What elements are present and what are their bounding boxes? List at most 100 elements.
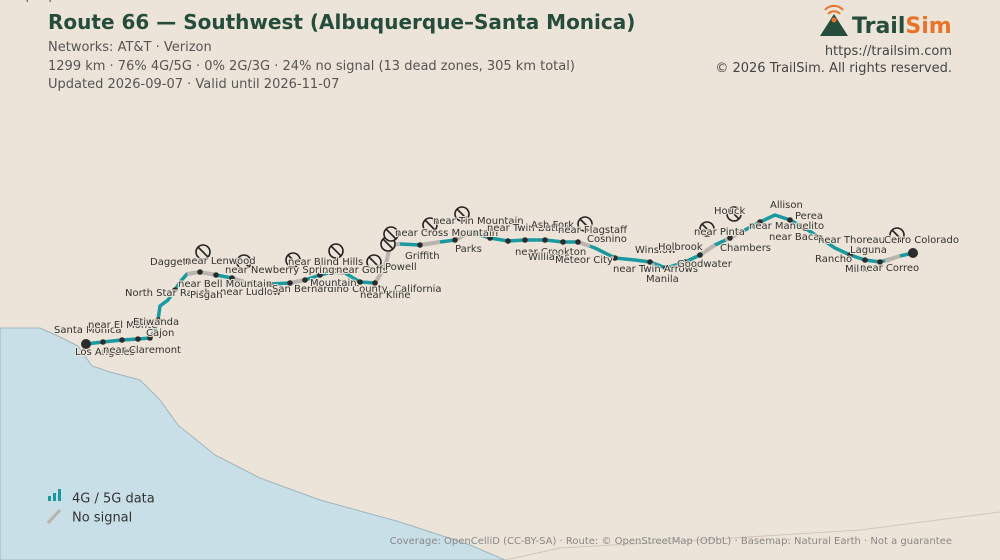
icon-slash — [728, 208, 740, 220]
legend-label: No signal — [72, 511, 132, 526]
attribution: Coverage: OpenCelliD (CC-BY-SA) · Route:… — [390, 536, 952, 547]
route-stop — [817, 235, 823, 241]
legend-label: 4G / 5G data — [72, 492, 155, 507]
title: Route 66 — Southwest (Albuquerque–Santa … — [48, 10, 635, 34]
place-label: near Thoreau — [818, 235, 885, 246]
brand-logo — [820, 4, 848, 36]
place-label: San Bernardino County, California — [272, 284, 442, 295]
place-label: near Newberry Springs — [225, 265, 340, 276]
place-label: near Twin Arrows — [613, 264, 698, 275]
route-stop — [119, 337, 125, 343]
route-stop — [862, 257, 868, 263]
route-stop — [417, 242, 423, 248]
dead-segment — [884, 254, 901, 263]
place-label: near Goffs — [336, 265, 388, 276]
place-label: Laguna — [850, 245, 887, 256]
route-stop — [727, 235, 733, 241]
logo-waves — [824, 4, 844, 15]
dead-zone-icon — [366, 254, 382, 270]
logo-antenna — [831, 17, 837, 23]
place-label: Winslow — [635, 245, 676, 256]
place-label: Williams — [528, 252, 570, 263]
place-label: Holbrook — [658, 242, 703, 253]
icon-bar — [48, 496, 51, 501]
route-start — [81, 339, 91, 349]
icon-slash — [891, 229, 903, 241]
route-stop — [155, 317, 161, 323]
place-label: Powell — [385, 262, 417, 273]
place-label: near Baca — [769, 232, 820, 243]
dead-zone-icon — [889, 227, 905, 243]
route-stop — [213, 272, 219, 278]
dead-segment — [231, 276, 271, 286]
dead-segment — [419, 240, 441, 247]
place-label: Milan — [845, 264, 872, 275]
route-stop — [100, 339, 106, 345]
place-label: Chambers — [720, 243, 771, 254]
dead-zone-icon — [328, 243, 344, 259]
place-label: Ash Fork — [531, 220, 574, 231]
networks: Networks: AT&T · Verizon — [48, 40, 212, 55]
place-label: Parks — [455, 244, 482, 255]
icon-slash — [385, 228, 397, 240]
icon-slash — [238, 256, 250, 268]
route-stop — [560, 239, 566, 245]
dead-zone-icon — [236, 254, 252, 270]
icon-slash — [456, 208, 468, 220]
place-label: Perea — [795, 211, 823, 222]
place-label: Cosnino — [587, 234, 627, 245]
border — [504, 511, 1000, 560]
route-stop — [250, 280, 256, 286]
route-stop — [575, 239, 581, 245]
logo-mountain — [820, 14, 848, 36]
copyright: © 2026 TrailSim. All rights reserved. — [715, 61, 952, 76]
place-label: Goodwater — [677, 259, 733, 270]
place-label: near Ludlow — [220, 287, 281, 298]
place-label: near Lenwood — [185, 256, 256, 267]
dead-zone-icon — [454, 206, 470, 222]
dead-zone-icon — [195, 244, 211, 260]
route-stop — [757, 219, 763, 225]
dead-zone-icon — [577, 216, 593, 232]
place-label: near Blind Hills — [288, 257, 363, 268]
place-label: Cajon — [146, 328, 174, 339]
route-stop — [287, 280, 293, 286]
legend-icon-data — [48, 489, 61, 501]
sea — [0, 327, 506, 560]
route-stop — [612, 255, 618, 261]
brand-name: TrailSim — [852, 14, 952, 39]
place-label: near Claremont — [103, 345, 181, 356]
route-stop — [452, 237, 458, 243]
route-stop — [877, 259, 883, 265]
dead-zone-icon — [726, 206, 742, 222]
route-stop — [787, 217, 793, 223]
icon-slash — [382, 238, 394, 250]
legend-icon-nosignal — [46, 508, 62, 525]
icon-bar — [53, 493, 56, 501]
icon-bar — [58, 489, 61, 501]
dead-zone-icon — [285, 252, 301, 268]
place-label: near Correo — [860, 263, 919, 274]
place-label: Griffith — [405, 251, 440, 262]
route-stop — [372, 280, 378, 286]
place-label: near Bell Mountain — [178, 279, 272, 290]
route-stop — [505, 238, 511, 244]
dead-segment — [454, 230, 471, 242]
route-stop — [197, 269, 203, 275]
place-label: Meteor City — [555, 255, 613, 266]
route-stop — [267, 281, 273, 287]
place-label: near Crookton — [515, 247, 586, 258]
place-label: near Tin Mountain — [433, 216, 524, 227]
place-label: near Twin Buttes — [487, 223, 570, 234]
route — [85, 213, 914, 346]
route-stop — [487, 235, 493, 241]
place-label: Albuquerque — [0, 0, 64, 3]
updated: Updated 2026-09-07 · Valid until 2026-11… — [48, 77, 339, 92]
place-label: Pisgah — [190, 290, 223, 301]
place-label: North Star Ranch — [125, 288, 211, 299]
dead-zone-icon — [383, 226, 399, 242]
icon-slash — [197, 246, 209, 258]
route-stop — [357, 279, 363, 285]
